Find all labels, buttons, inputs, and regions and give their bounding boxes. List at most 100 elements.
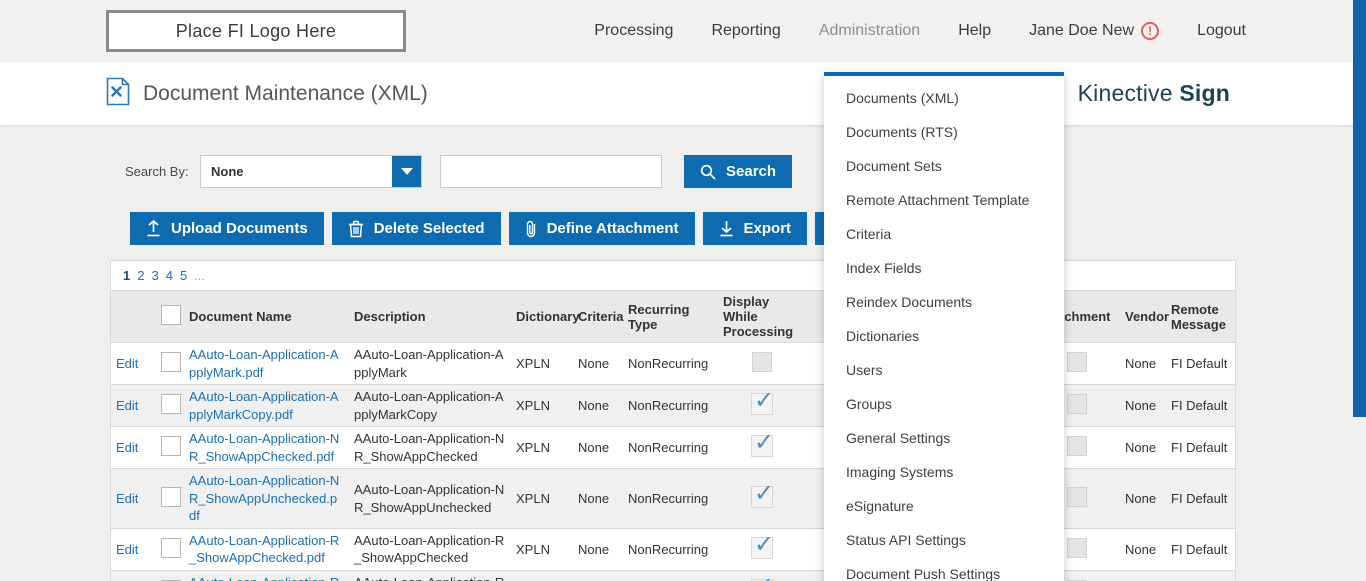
recurring-type-text: NonRecurring [628, 541, 709, 557]
cell-dictionary: XPLN [511, 469, 573, 529]
top-nav: Processing Reporting Administration Help… [594, 0, 1246, 62]
document-name-link[interactable]: AAuto-Loan-Application-R_ShowAppUnchecke… [189, 574, 344, 581]
menu-item-documents-rts[interactable]: Documents (RTS) [846, 124, 958, 140]
document-name-link[interactable]: AAuto-Loan-Application-NR_ShowAppUncheck… [189, 473, 340, 524]
menu-item-general-settings[interactable]: General Settings [846, 430, 951, 446]
menu-item-index-fields[interactable]: Index Fields [846, 260, 922, 276]
row-checkbox[interactable] [161, 436, 181, 457]
select-all-checkbox[interactable] [161, 305, 181, 325]
cell-document-name: AAuto-Loan-Application-ApplyMarkCopy.pdf [184, 385, 349, 427]
define-attachment-button[interactable]: Define Attachment [508, 212, 695, 245]
menu-item-document-push-settings[interactable]: Document Push Settings [846, 566, 1001, 581]
search-button[interactable]: Search [684, 155, 793, 188]
menu-item-dictionaries[interactable]: Dictionaries [846, 328, 920, 344]
criteria-text: None [578, 541, 610, 557]
row-checkbox[interactable] [161, 537, 181, 558]
edit-link[interactable]: Edit [116, 398, 139, 414]
upload-documents-button[interactable]: Upload Documents [130, 212, 324, 245]
page-link-1[interactable]: 1 [123, 268, 131, 283]
menu-item-documents-xml[interactable]: Documents (XML) [846, 90, 959, 106]
header-display-while-processing: Display While Processing [718, 290, 806, 343]
nav-administration[interactable]: Administration [818, 22, 921, 39]
cell-document-name: AAuto-Loan-Application-NR_ShowAppChecked… [184, 427, 349, 469]
menu-item-remote-attachment-template[interactable]: Remote Attachment Template [846, 192, 1030, 208]
row-checkbox[interactable] [161, 352, 181, 373]
administration-menu: Documents (XML) Documents (RTS) Document S… [824, 72, 1064, 581]
remote-message-text: FI Default [1171, 398, 1228, 414]
cell-description: AAuto-Loan-Application-ApplyMarkCopy [349, 385, 511, 427]
menu-item-document-sets[interactable]: Document Sets [846, 158, 942, 174]
edit-link[interactable]: Edit [116, 356, 139, 372]
menu-item-criteria[interactable]: Criteria [846, 226, 892, 242]
cell-document-name: AAuto-Loan-Application-NR_ShowAppUncheck… [184, 469, 349, 529]
checked-icon [751, 572, 774, 581]
export-label: Export [743, 220, 792, 237]
cell-document-name: AAuto-Loan-Application-ApplyMark.pdf [184, 343, 349, 385]
page-link-4[interactable]: 4 [165, 268, 173, 283]
document-name-link[interactable]: AAuto-Loan-Application-NR_ShowAppChecked… [189, 431, 340, 464]
search-button-label: Search [726, 163, 777, 180]
menu-item-esignature[interactable]: eSignature [846, 498, 914, 514]
cell-vendor: None [1120, 343, 1166, 385]
cell-attachment [1034, 385, 1120, 427]
cell-display-while-processing [718, 571, 806, 581]
search-by-select[interactable]: None [200, 155, 422, 188]
header-document-name: Document Name [184, 290, 349, 343]
page-link-2[interactable]: 2 [137, 268, 145, 283]
title-band: Document Maintenance (XML) Kinective Sig… [0, 62, 1366, 125]
nav-processing[interactable]: Processing [594, 22, 674, 39]
cell-attachment [1034, 343, 1120, 385]
document-name-link[interactable]: AAuto-Loan-Application-ApplyMark.pdf [189, 347, 339, 380]
checked-icon [751, 428, 774, 458]
export-button[interactable]: Export [702, 212, 808, 245]
page-link-5[interactable]: 5 [179, 268, 188, 283]
attachment-box [1067, 537, 1087, 558]
edit-link[interactable]: Edit [116, 440, 139, 456]
scrollbar-thumb[interactable] [1353, 0, 1366, 417]
documents-table: Document Name Description Dictionary Cri… [111, 290, 1235, 581]
search-input[interactable] [440, 155, 662, 188]
cell-remote-message: FI Default [1166, 385, 1235, 427]
cell-select [156, 343, 184, 385]
nav-help[interactable]: Help [958, 22, 992, 39]
cell-remote-message: FI Default [1166, 528, 1235, 570]
nav-reporting[interactable]: Reporting [711, 22, 781, 39]
cell-edit: Edit [111, 528, 156, 570]
cell-criteria: None [573, 385, 623, 427]
cell-recurring-type: NonRecurring [623, 528, 718, 570]
chevron-down-icon[interactable] [392, 156, 421, 187]
description-text: AAuto-Loan-Application-NR_ShowAppChecked [354, 431, 505, 464]
row-checkbox[interactable] [161, 394, 181, 415]
criteria-text: None [578, 398, 610, 414]
page-ellipsis: ... [194, 268, 206, 283]
edit-link[interactable]: Edit [116, 491, 139, 507]
menu-item-users[interactable]: Users [846, 362, 883, 378]
recurring-type-text: NonRecurring [628, 398, 709, 414]
delete-selected-label: Delete Selected [373, 220, 485, 237]
document-name-link[interactable]: AAuto-Loan-Application-ApplyMarkCopy.pdf [189, 389, 339, 422]
cell-recurring-type: NonRecurring [623, 469, 718, 529]
cell-document-name: AAuto-Loan-Application-R_ShowAppChecked.… [184, 528, 349, 570]
edit-link[interactable]: Edit [116, 541, 139, 557]
page-link-3[interactable]: 3 [151, 268, 159, 283]
warning-icon: ! [1141, 22, 1160, 40]
search-icon [700, 164, 716, 180]
remote-message-text: FI Default [1171, 440, 1228, 456]
cell-display-while-processing [718, 427, 806, 469]
nav-user[interactable]: Jane Doe New ! [1029, 22, 1160, 40]
document-name-link[interactable]: AAuto-Loan-Application-R_ShowAppChecked.… [189, 532, 340, 566]
checked-icon [751, 479, 774, 509]
vendor-text: None [1125, 356, 1157, 372]
delete-selected-button[interactable]: Delete Selected [331, 212, 501, 245]
row-checkbox[interactable] [161, 487, 181, 508]
menu-item-groups[interactable]: Groups [846, 396, 892, 412]
remote-message-text: FI Default [1171, 491, 1228, 507]
header-remote-message: Remote Message [1166, 290, 1235, 343]
attachment-box [1067, 436, 1087, 457]
menu-item-status-api-settings[interactable]: Status API Settings [846, 532, 966, 548]
cell-display-while-processing [718, 385, 806, 427]
menu-item-imaging-systems[interactable]: Imaging Systems [846, 464, 954, 480]
cell-attachment [1034, 427, 1120, 469]
nav-logout[interactable]: Logout [1197, 22, 1246, 39]
menu-item-reindex-documents[interactable]: Reindex Documents [846, 294, 973, 310]
